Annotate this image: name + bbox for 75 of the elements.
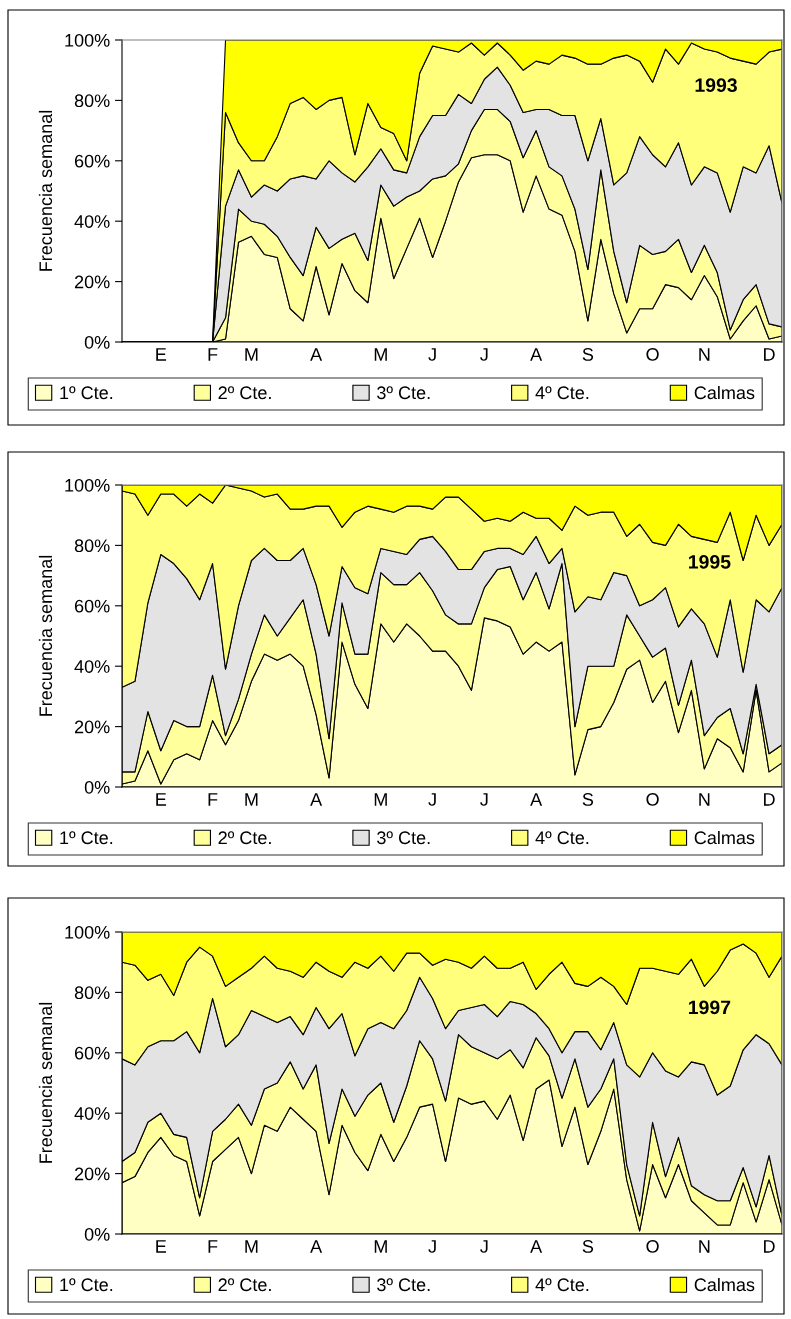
legend-label: 4º Cte. [535, 831, 589, 845]
legend-label: Calmas [694, 830, 755, 845]
y-tick-label: 60% [74, 599, 110, 613]
legend-label: 1º Cte. [60, 386, 113, 400]
legend-label: 3º Cte. [377, 386, 430, 400]
x-tick-label: M [374, 793, 387, 806]
x-tick-label: F [208, 1240, 218, 1253]
x-tick-label: S [582, 793, 594, 806]
x-tick-label: S [582, 1240, 594, 1253]
x-tick-label: A [530, 348, 543, 361]
legend-label: Calmas [694, 1277, 755, 1292]
legend-label: 3º Cte. [377, 831, 430, 845]
y-axis-title: Frecuencia semanal [38, 555, 53, 716]
x-tick-label: E [156, 348, 167, 361]
x-tick-label: S [582, 348, 594, 361]
x-tick-label: J [428, 348, 436, 361]
y-tick-label: 80% [74, 986, 110, 1000]
y-tick-label: 100% [65, 478, 110, 492]
x-tick-label: O [646, 348, 659, 361]
x-tick-label: E [156, 793, 167, 806]
annotation: 1993 [695, 78, 737, 93]
x-tick-label: J [480, 348, 488, 361]
y-tick-label: 20% [74, 275, 110, 289]
annotation: 1995 [689, 554, 731, 569]
x-tick-label: E [156, 1240, 167, 1253]
legend-label: 4º Cte. [535, 386, 589, 400]
y-tick-label: 100% [65, 33, 110, 47]
y-axis-title: Frecuencia semanal [38, 1002, 53, 1163]
x-tick-label: A [310, 348, 323, 361]
legend-label: 1º Cte. [60, 831, 113, 845]
y-tick-label: 20% [74, 1167, 110, 1181]
x-tick-label: J [428, 793, 436, 806]
x-tick-label: N [699, 793, 710, 806]
legend-label: Calmas [694, 385, 755, 400]
legend-label: 3º Cte. [377, 1278, 430, 1292]
y-axis-title: Frecuencia semanal [38, 110, 53, 271]
x-tick-label: A [310, 1240, 323, 1253]
y-tick-label: 0% [84, 335, 110, 349]
annotation: 1997 [689, 1000, 731, 1015]
x-tick-label: N [699, 348, 710, 361]
y-tick-label: 0% [84, 780, 110, 794]
y-tick-label: 80% [74, 539, 110, 553]
x-tick-label: N [699, 1240, 710, 1253]
x-tick-label: O [646, 793, 659, 806]
x-tick-label: A [310, 793, 323, 806]
x-tick-label: M [374, 348, 387, 361]
legend-label: 2º Cte. [218, 831, 271, 845]
x-tick-label: D [764, 793, 775, 806]
y-tick-label: 80% [74, 94, 110, 108]
x-tick-label: F [208, 793, 218, 806]
legend-label: 4º Cte. [535, 1278, 589, 1292]
x-tick-label: M [245, 348, 258, 361]
x-tick-label: J [428, 1240, 436, 1253]
y-tick-label: 40% [74, 1107, 110, 1120]
x-tick-label: D [764, 348, 775, 361]
x-tick-label: F [208, 348, 218, 361]
x-tick-label: J [480, 1240, 488, 1253]
legend-label: 2º Cte. [218, 386, 271, 400]
x-tick-label: D [764, 1240, 775, 1253]
y-tick-label: 40% [74, 660, 110, 673]
y-tick-label: 40% [74, 215, 110, 228]
x-tick-label: J [480, 793, 488, 806]
legend-label: 1º Cte. [60, 1278, 113, 1292]
x-tick-label: M [245, 793, 258, 806]
x-tick-label: A [530, 793, 543, 806]
y-tick-label: 0% [84, 1227, 110, 1241]
x-tick-label: O [646, 1240, 659, 1253]
x-tick-label: M [374, 1240, 387, 1253]
legend-label: 2º Cte. [218, 1278, 271, 1292]
y-tick-label: 60% [74, 1046, 110, 1060]
y-tick-label: 60% [74, 154, 110, 168]
x-tick-label: M [245, 1240, 258, 1253]
y-tick-label: 20% [74, 720, 110, 734]
x-tick-label: A [530, 1240, 543, 1253]
y-tick-label: 100% [65, 925, 110, 939]
